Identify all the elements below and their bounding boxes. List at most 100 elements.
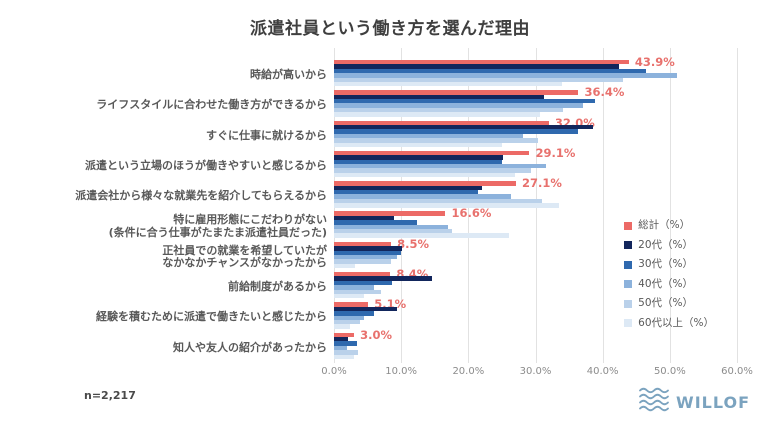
legend-label: 60代以上（%） (638, 316, 714, 329)
bar-30代 (334, 220, 418, 225)
legend-swatch (624, 260, 633, 269)
value-label: 43.9% (634, 55, 675, 69)
bar-group: 32.0% (334, 117, 737, 151)
bar-60代以上 (334, 354, 355, 360)
category-label: 経験を積むために派遣で働きたいと感じたから (96, 310, 327, 324)
chart-title: 派遣社員という働き方を選んだ理由 (250, 19, 530, 39)
x-tick-label: 30.0% (519, 366, 552, 377)
bar-20代 (334, 276, 433, 281)
sample-size-note: n=2,217 (84, 389, 136, 402)
bar-50代 (334, 319, 361, 325)
logo-text: WILLOF (676, 392, 750, 412)
bar-40代 (334, 345, 348, 351)
willof-logo: WILLOF (638, 387, 750, 417)
bar-60代以上 (334, 142, 502, 147)
value-label: 16.6% (451, 206, 492, 221)
value-label: 5.1% (374, 297, 407, 312)
value-label: 36.4% (584, 85, 625, 100)
bar-40代 (334, 194, 512, 199)
bar-総計: 8.5% (334, 238, 429, 250)
bar-30代 (334, 68, 647, 74)
bar-60代以上 (334, 263, 355, 269)
bar-総計: 36.4% (334, 87, 624, 98)
bar-30代 (334, 159, 502, 165)
legend-item: 40代（%） (624, 277, 714, 290)
bar-group: 43.9% (334, 56, 737, 90)
gridline (669, 48, 671, 363)
bar-総計: 32.0% (334, 117, 595, 128)
bar-30代 (334, 129, 579, 134)
bar-group: 5.1% (334, 299, 737, 332)
bar-20代 (334, 94, 544, 100)
chart-area: 時給が高いから ライフスタイルに合わせた働き方ができるから すぐに仕事に就けるから派… (36, 48, 738, 363)
bar-60代以上 (334, 172, 516, 178)
legend: 総計（%） 20代（%） 30代（%） 40代（%） 50代（%） 60代以上（%） (624, 220, 714, 337)
value-label: 32.0% (554, 115, 595, 130)
value-label: 8.4% (396, 267, 429, 282)
legend-swatch (624, 319, 633, 327)
bar-group: 36.4% (334, 87, 737, 120)
bar-60代以上 (334, 233, 510, 238)
legend-item: 20代（%） (624, 239, 714, 251)
category-label: 特に雇用形態にこだわりがない (条件に合う仕事がたまたま派遣社員だった) (108, 213, 327, 239)
bar-総計: 43.9% (334, 56, 675, 68)
bar-20代 (334, 124, 593, 130)
category-label: すぐに仕事に就けるから (206, 128, 327, 142)
value-label: 3.0% (360, 327, 393, 342)
bar-groups: 43.9% 36.4% 32.0% 29.1% 27.1% 16.6% 8.5% 8.4% 5.… (334, 48, 737, 363)
bar-総計: 5.1% (334, 299, 406, 310)
bar-60代以上 (334, 324, 351, 329)
bar-60代以上 (334, 203, 559, 208)
x-tick-label: 10.0% (385, 366, 418, 377)
x-tick-label: 50.0% (653, 366, 686, 377)
waves-icon (638, 387, 670, 417)
category-label: 前給制度があるから (228, 280, 327, 294)
value-label: 27.1% (522, 176, 562, 191)
bar-group: 3.0% (334, 327, 737, 363)
bar-40代 (334, 103, 583, 108)
x-tick-label: 60.0% (721, 366, 753, 377)
bar-20代 (334, 64, 620, 69)
x-tick-label: 0.0% (321, 366, 347, 377)
bar-40代 (334, 164, 546, 169)
bar-60代以上 (334, 294, 365, 299)
bar-40代 (334, 315, 364, 320)
bar-20代 (334, 306, 398, 312)
legend-item: 総計（%） (624, 220, 714, 231)
bar-20代 (334, 337, 349, 342)
legend-label: 30代（%） (638, 258, 693, 270)
legend-item: 30代（%） (624, 259, 714, 270)
bar-50代 (334, 350, 358, 355)
legend-label: 50代（%） (638, 297, 693, 309)
bar-40代 (334, 285, 375, 290)
legend-label: 40代（%） (638, 277, 693, 290)
x-axis-ticks: 0.0% 10.0% 20.0% 30.0% 40.0% 50.0% 60.0% (321, 364, 753, 380)
bar-group: 27.1% (334, 177, 737, 211)
bar-50代 (334, 289, 382, 295)
category-label: 派遣という立場のほうが働きやすいと感じるから (85, 158, 327, 172)
category-labels: 時給が高いから ライフスタイルに合わせた働き方ができるから すぐに仕事に就けるから派… (36, 48, 334, 363)
bar-50代 (334, 198, 542, 204)
bar-20代 (334, 246, 402, 251)
bar-50代 (334, 138, 539, 143)
bar-group: 29.1% (334, 147, 737, 181)
bar-40代 (334, 73, 677, 78)
bar-総計: 16.6% (334, 208, 491, 219)
category-label: 正社員での就業を希望していたが なかなかチャンスがなかったから (162, 243, 327, 269)
legend-label: 総計（%） (638, 219, 691, 231)
x-tick-label: 40.0% (586, 366, 619, 377)
bar-group: 16.6% (334, 208, 737, 241)
bar-50代 (334, 259, 392, 264)
plot-area: 43.9% 36.4% 32.0% 29.1% 27.1% 16.6% 8.5% 8.4% 5.… (334, 48, 738, 363)
bar-50代 (334, 77, 623, 82)
bar-総計: 27.1% (334, 177, 562, 189)
bar-group: 8.4% (334, 267, 737, 302)
bar-総計: 29.1% (334, 147, 575, 159)
bar-50代 (334, 168, 532, 173)
bar-20代 (334, 215, 395, 221)
legend-item: 50代（%） (624, 298, 714, 309)
bar-40代 (334, 133, 523, 139)
bar-20代 (334, 185, 482, 190)
gridline (737, 48, 738, 363)
gridline (602, 48, 604, 363)
